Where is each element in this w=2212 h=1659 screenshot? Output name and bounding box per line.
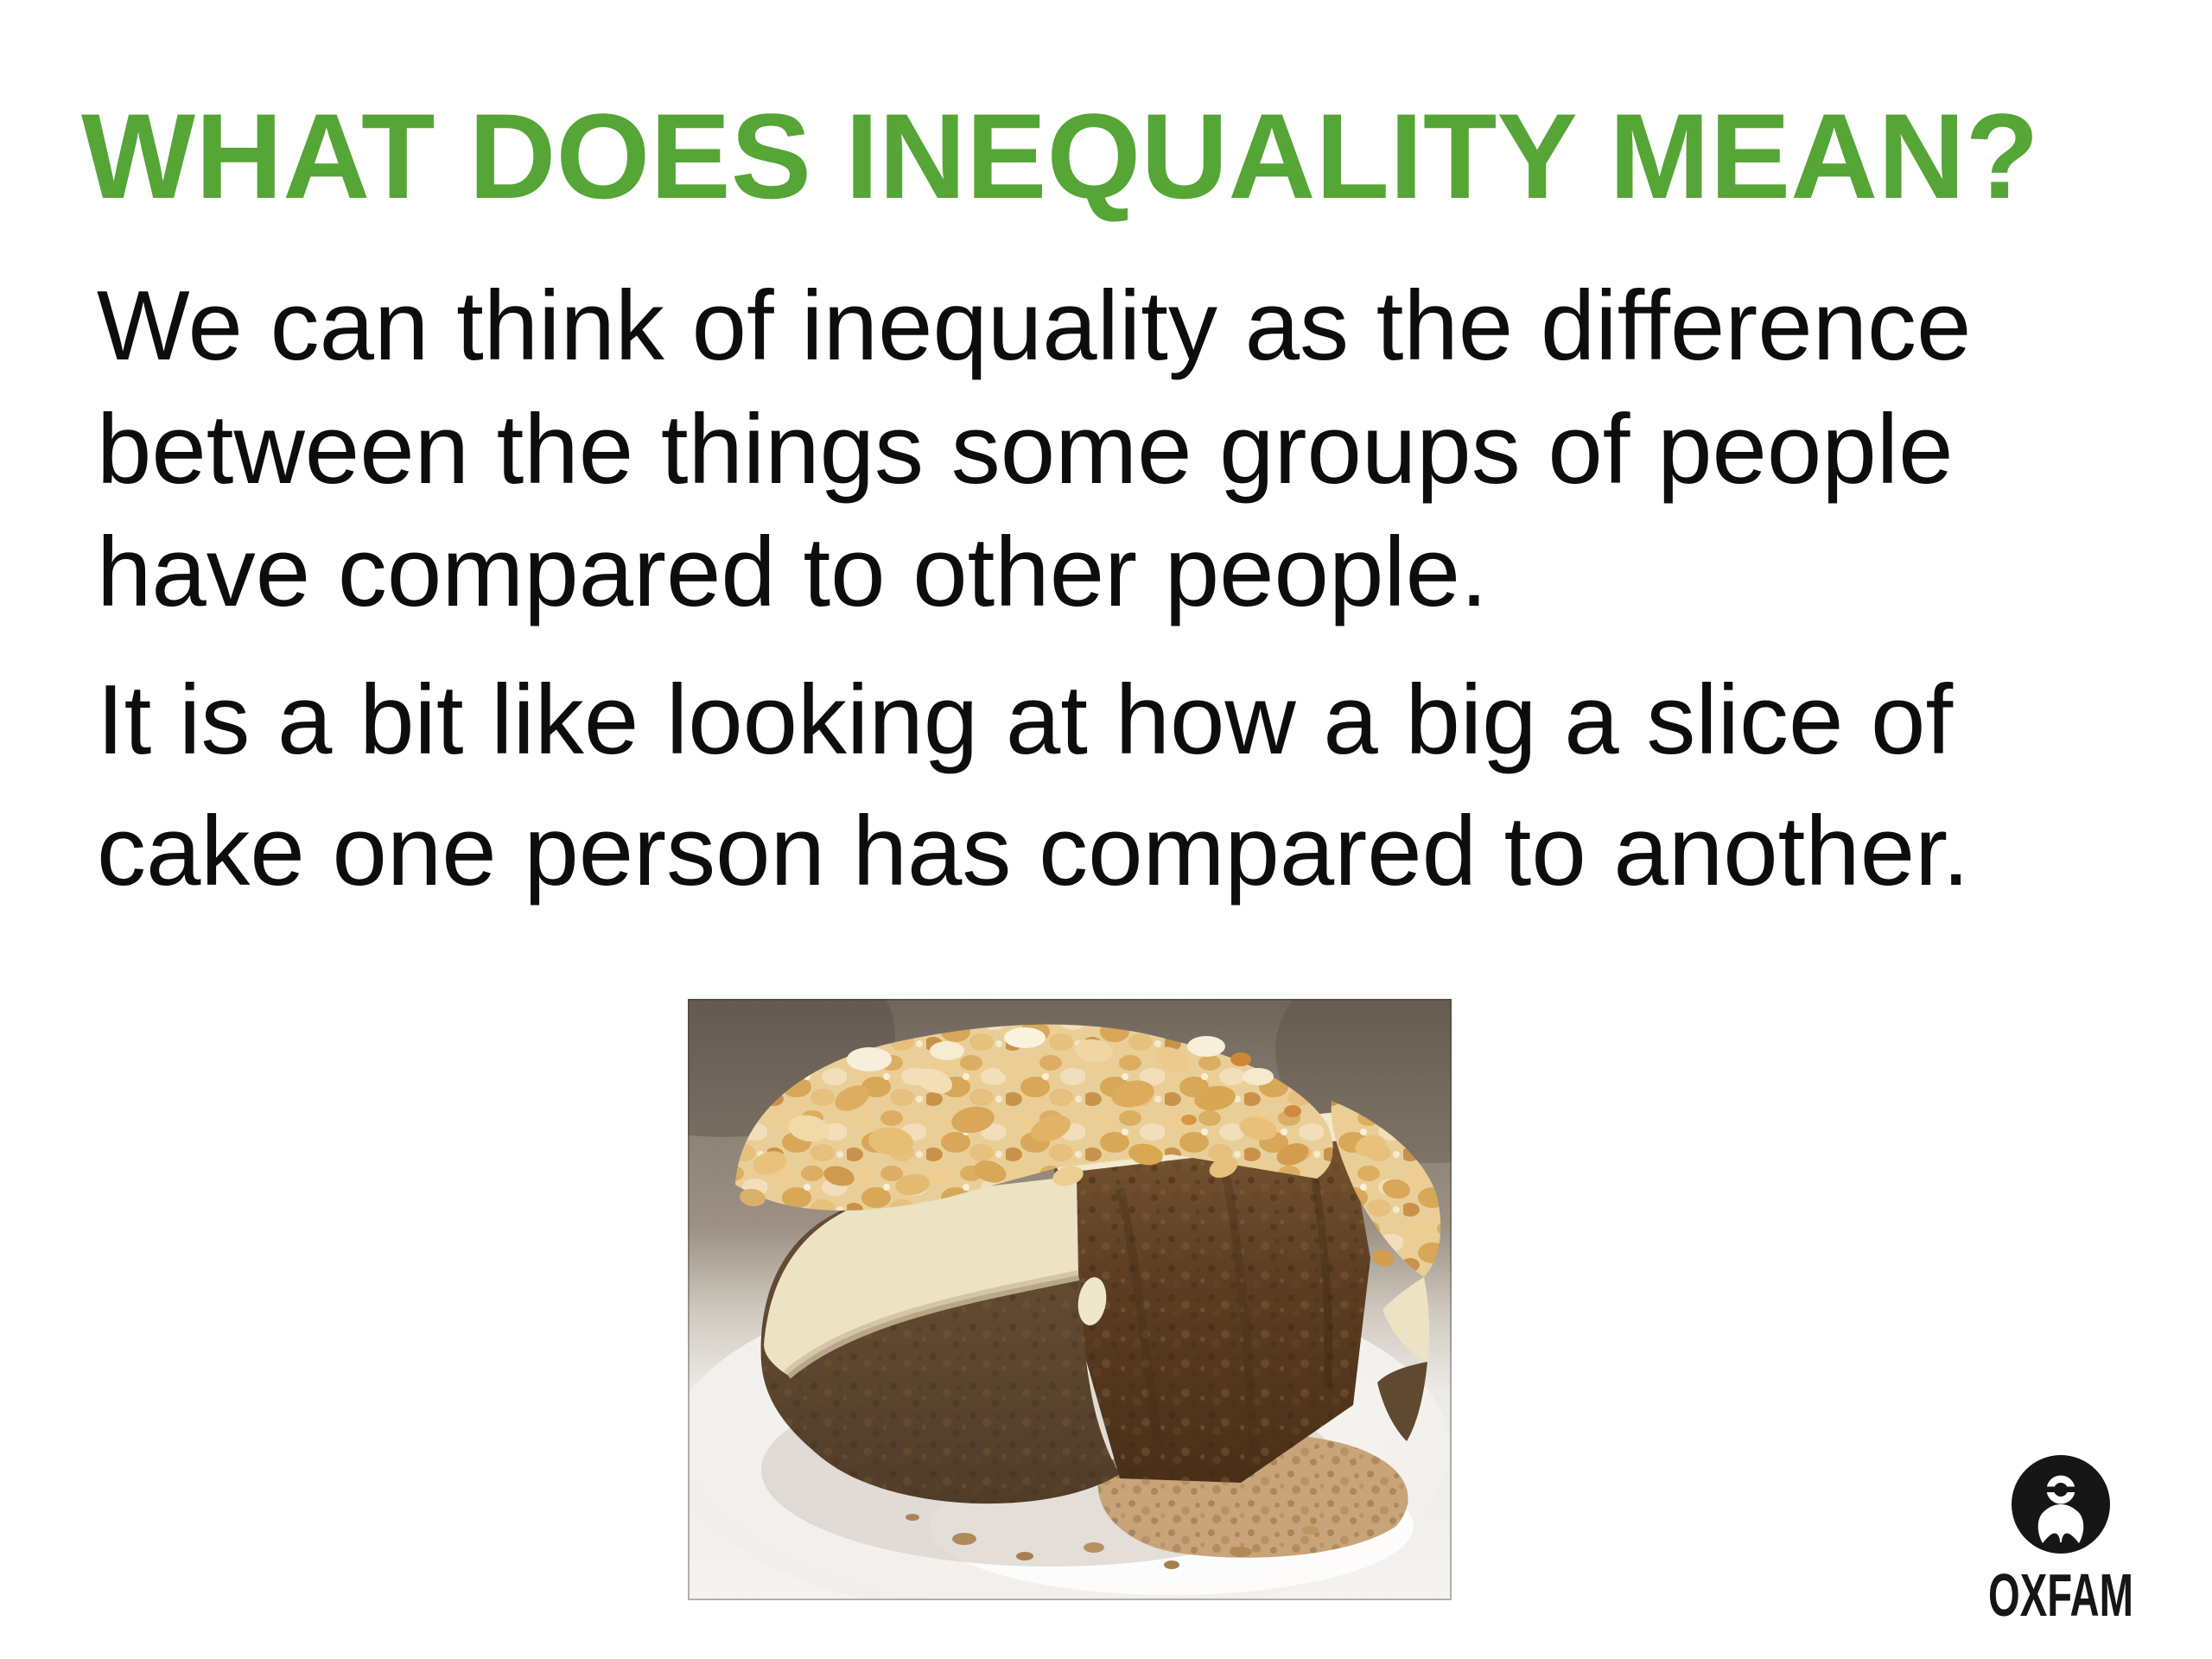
walnut-topping	[735, 1024, 1441, 1441]
page-title: WHAT DOES INEQUALITY MEAN?	[81, 88, 2039, 224]
oxfam-wordmark: OXFAM	[1988, 1561, 2133, 1626]
oxfam-logo: OXFAM	[1985, 1453, 2137, 1626]
cake-cut-face	[1051, 1111, 1370, 1483]
oxfam-person-icon	[2012, 1455, 2110, 1554]
paragraph-cake-analogy: It is a bit like looking at how a big a …	[97, 655, 1971, 919]
text-line: We can think of inequality as the differ…	[97, 271, 1972, 381]
photo-border	[688, 999, 1452, 1600]
paragraph-inequality-definition: We can think of inequality as the differ…	[97, 265, 1971, 635]
cake-illustration	[688, 999, 1452, 1600]
slide-body: We can think of inequality as the differ…	[97, 265, 1971, 918]
plate-crumbs	[906, 1514, 1319, 1569]
text-line: cake one person has compared to another.	[97, 797, 1970, 907]
text-line: between the things some groups of people	[97, 394, 1954, 505]
text-line: have compared to other people.	[97, 518, 1488, 627]
text-line: It is a bit like looking at how a big a …	[97, 664, 1954, 775]
oxfam-logo-svg: OXFAM	[1988, 1455, 2133, 1626]
carrot-cake-photo	[688, 999, 1452, 1600]
